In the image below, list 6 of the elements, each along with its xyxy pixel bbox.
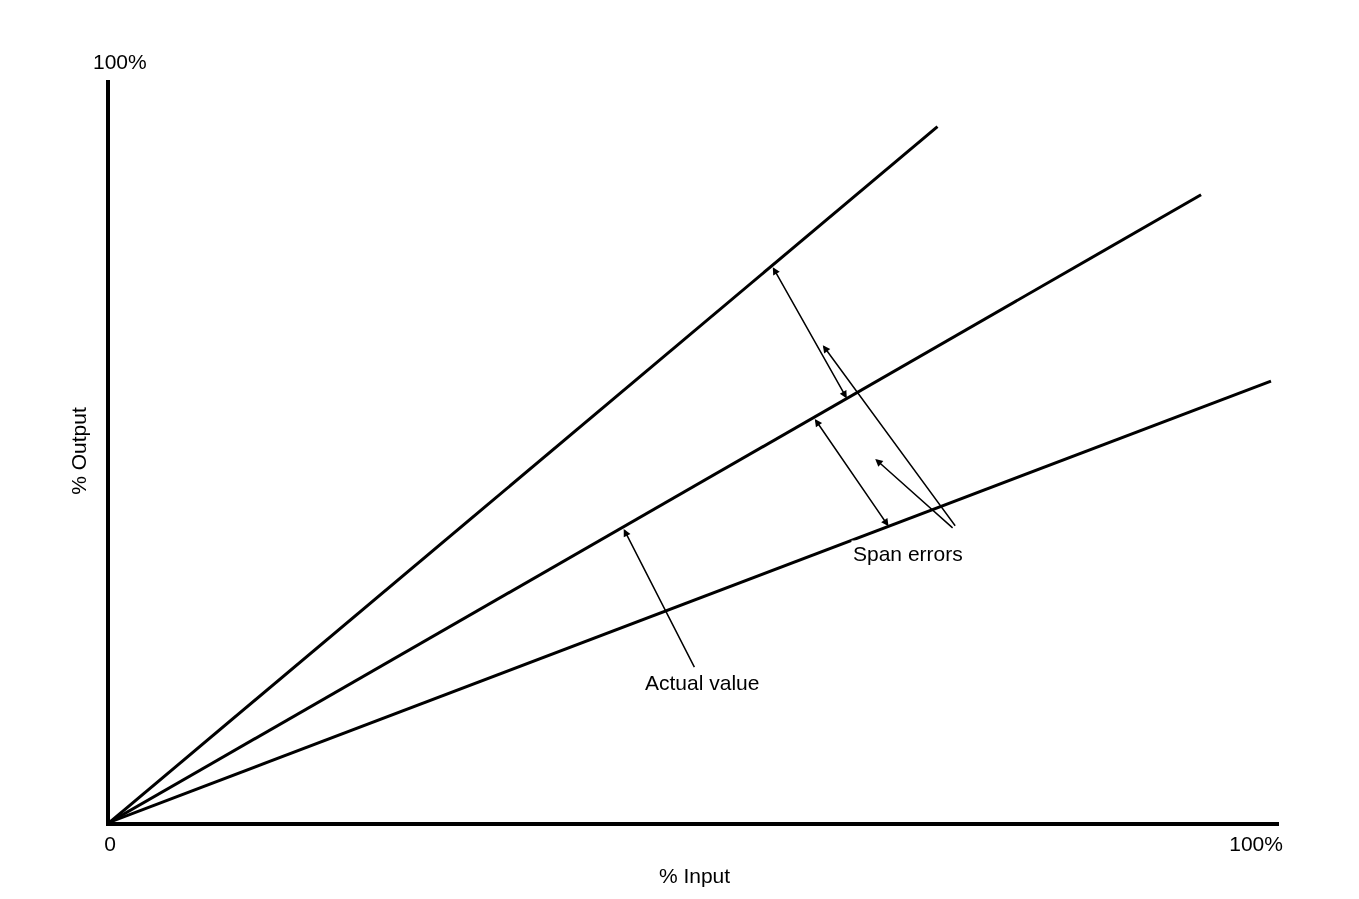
annotation: Span errors [853,542,963,565]
annotation: Actual value [645,671,760,694]
text: 100% [93,50,147,73]
x-tick-label: 0 [104,832,116,856]
x-axis-title: % Input [658,863,731,887]
y-axis-title: % Output [66,407,90,495]
